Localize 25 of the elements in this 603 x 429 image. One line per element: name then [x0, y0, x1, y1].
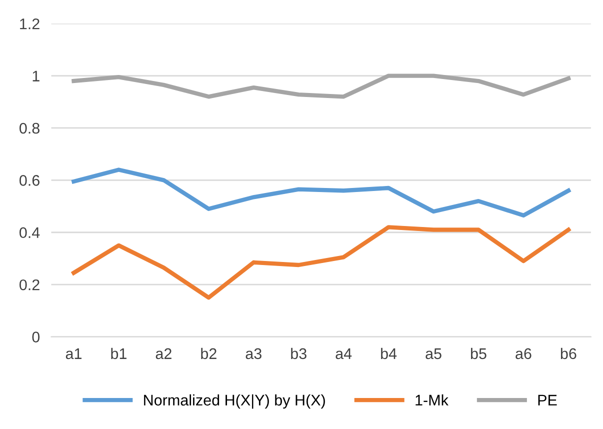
- y-tick-label: 0.6: [20, 175, 40, 186]
- y-tick-label: 1: [32, 70, 40, 82]
- x-tick-label: a4: [336, 348, 352, 360]
- legend-label: PE: [538, 394, 557, 406]
- x-tick-label: a1: [66, 348, 82, 360]
- x-tick-label: a5: [426, 348, 442, 360]
- y-tick-label: 0.2: [20, 279, 40, 290]
- x-tick-label: a2: [156, 348, 172, 360]
- x-tick-label: a3: [246, 348, 262, 360]
- y-tick-label: 0.4: [20, 227, 40, 238]
- legend-label: 1-Mk: [416, 394, 448, 406]
- x-tick-label: a6: [516, 348, 532, 360]
- legend-label: Normalized H(X|Y) by H(X): [144, 394, 325, 409]
- line-series: [72, 168, 571, 218]
- x-tick-label: b1: [111, 348, 126, 360]
- x-tick-label: b3: [291, 348, 306, 360]
- line-series: [72, 74, 571, 99]
- x-tick-label: b5: [470, 348, 486, 360]
- line-series: [72, 225, 571, 300]
- x-tick-label: b4: [381, 348, 397, 360]
- y-tick-label: 0: [32, 332, 40, 342]
- x-tick-label: b6: [560, 348, 576, 360]
- y-tick-label: 0.8: [20, 122, 40, 134]
- y-tick-label: 1.2: [20, 18, 40, 30]
- x-tick-label: b2: [201, 348, 216, 360]
